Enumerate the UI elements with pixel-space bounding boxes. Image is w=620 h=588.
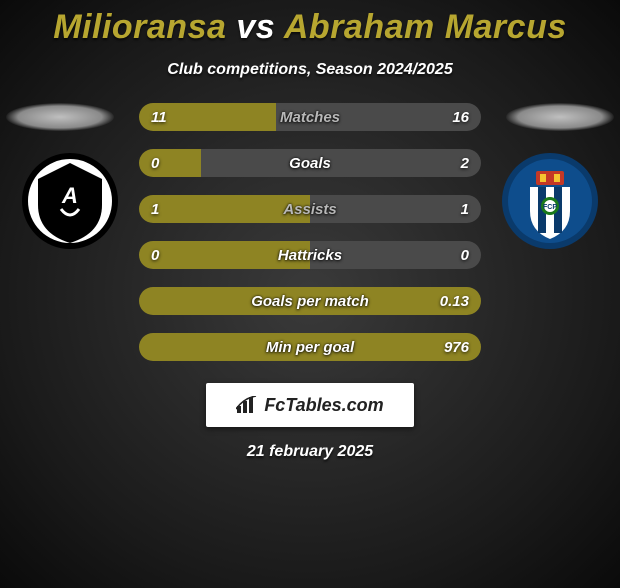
date-text: 21 february 2025 — [0, 443, 620, 461]
subtitle: Club competitions, Season 2024/2025 — [0, 61, 620, 79]
player1-club-badge: A — [20, 151, 120, 251]
fcporto-badge-icon: FCP — [500, 151, 600, 251]
stat-track — [139, 195, 481, 223]
player2-shadow — [506, 103, 614, 131]
stat-row: Matches1116 — [139, 103, 481, 131]
stat-bar-left — [139, 333, 481, 361]
comparison-title: Milioransa vs Abraham Marcus — [0, 8, 620, 47]
stat-track — [139, 103, 481, 131]
svg-text:A: A — [61, 183, 78, 208]
stat-bar-right — [201, 149, 481, 177]
stat-bar-left — [139, 287, 481, 315]
player2-name: Abraham Marcus — [284, 8, 567, 46]
stat-row: Goals per match0.13 — [139, 287, 481, 315]
stat-bar-right — [310, 195, 481, 223]
stat-bar-right — [276, 103, 481, 131]
academica-badge-icon: A — [20, 151, 120, 251]
bar-chart-icon — [236, 396, 258, 414]
stat-bar-left — [139, 103, 276, 131]
player1-shadow — [6, 103, 114, 131]
stat-row: Min per goal976 — [139, 333, 481, 361]
stat-bar-left — [139, 149, 201, 177]
stat-track — [139, 287, 481, 315]
stat-bar-right — [310, 241, 481, 269]
player1-name: Milioransa — [53, 8, 226, 46]
player2-club-badge: FCP — [500, 151, 600, 251]
stat-row: Hattricks00 — [139, 241, 481, 269]
stat-bars: Matches1116 Goals02 Assists11 Hattricks00 Go… — [139, 103, 481, 361]
svg-text:FCP: FCP — [543, 204, 557, 211]
stat-row: Assists11 — [139, 195, 481, 223]
stat-row: Goals02 — [139, 149, 481, 177]
brand-text: FcTables.com — [264, 395, 383, 416]
vs-text: vs — [236, 8, 275, 46]
stat-bar-left — [139, 241, 310, 269]
stat-track — [139, 241, 481, 269]
stat-bar-left — [139, 195, 310, 223]
comparison-panel: A FCP Matches1116 Goals02 Assists11 Hattric… — [0, 103, 620, 361]
stat-track — [139, 149, 481, 177]
stat-track — [139, 333, 481, 361]
brand-badge[interactable]: FcTables.com — [206, 383, 414, 427]
